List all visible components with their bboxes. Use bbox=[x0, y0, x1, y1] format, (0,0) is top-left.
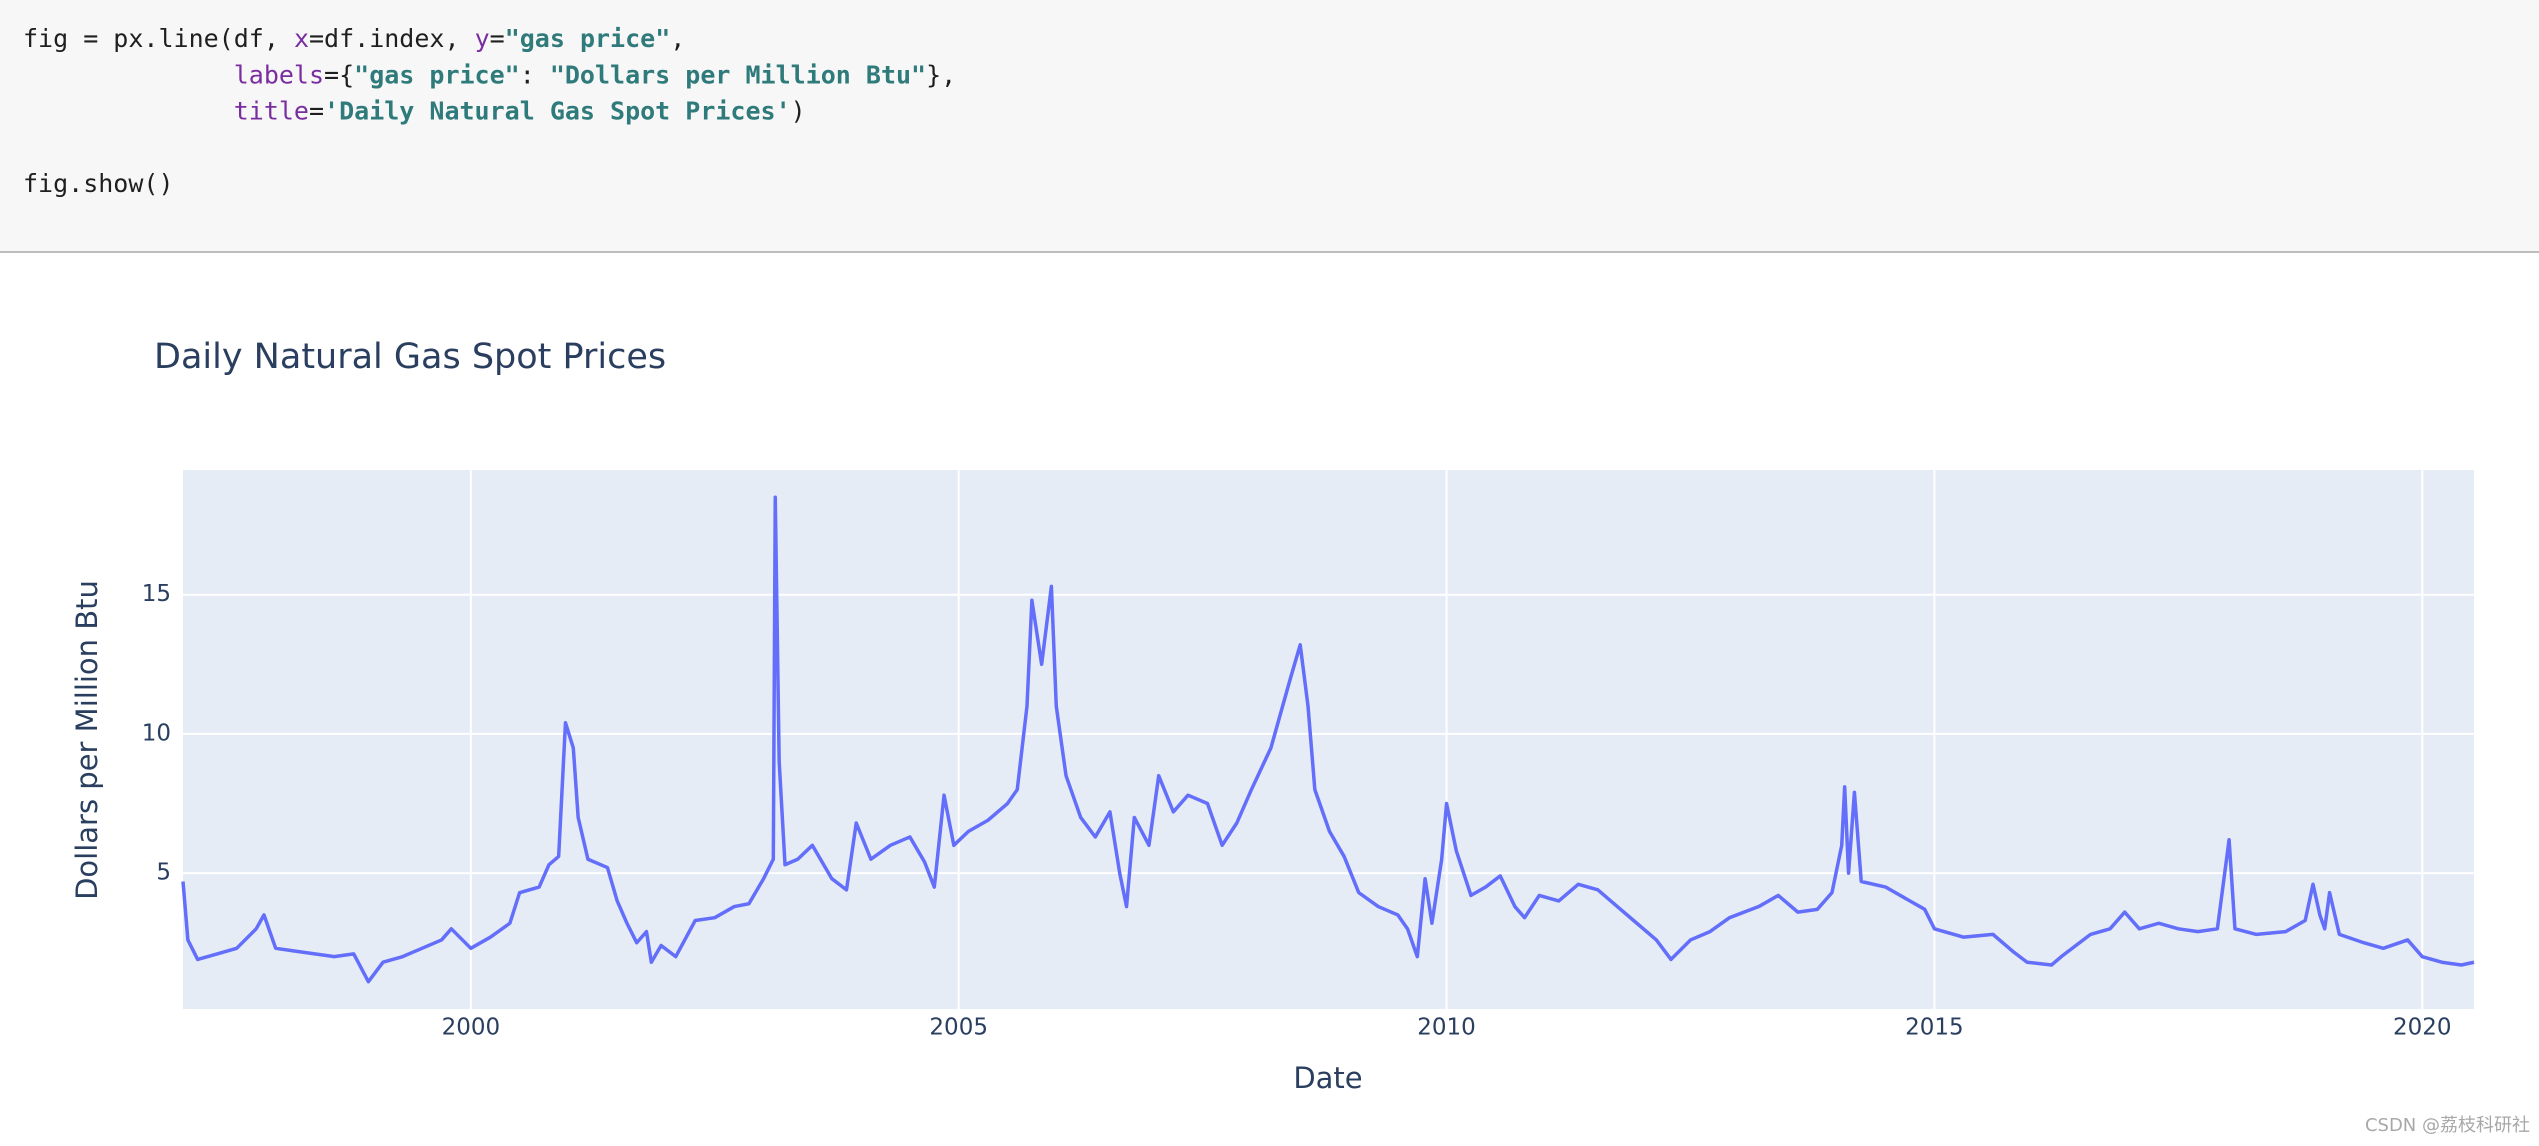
code-line: fig.show() bbox=[23, 169, 174, 198]
code-token: = bbox=[309, 97, 324, 126]
code-line: fig = px.line(df, x=df.index, y="gas pri… bbox=[23, 24, 685, 53]
code-token: title bbox=[23, 97, 309, 126]
x-tick-label: 2015 bbox=[1905, 1015, 1964, 1041]
x-tick-label: 2000 bbox=[442, 1015, 501, 1041]
code-token: "Dollars per Million Btu" bbox=[550, 60, 926, 89]
x-tick-label: 2010 bbox=[1417, 1015, 1476, 1041]
code-token: "gas price" bbox=[505, 24, 671, 53]
code-token: = bbox=[490, 24, 505, 53]
y-tick-label: 5 bbox=[156, 860, 171, 886]
code-token: labels bbox=[23, 60, 324, 89]
price-line bbox=[181, 495, 2475, 984]
code-token: y bbox=[475, 24, 490, 53]
code-token: 'Daily Natural Gas Spot Prices' bbox=[324, 97, 791, 126]
watermark: CSDN @荔枝科研社 bbox=[2365, 1115, 2530, 1136]
y-tick-label: 15 bbox=[142, 581, 171, 607]
y-tick-label: 10 bbox=[142, 720, 171, 746]
code-token: "gas price" bbox=[354, 60, 520, 89]
code-token: , bbox=[670, 24, 685, 53]
code-token: fig.show() bbox=[23, 169, 174, 198]
code-line: labels={"gas price": "Dollars per Millio… bbox=[23, 60, 956, 89]
code-token: x bbox=[294, 24, 309, 53]
x-tick-label: 2005 bbox=[929, 1015, 988, 1041]
code-cell bbox=[0, 0, 2539, 252]
code-token: ={ bbox=[324, 60, 354, 89]
marks bbox=[181, 495, 2475, 984]
code-token: =df.index, bbox=[309, 24, 475, 53]
plot-area bbox=[183, 470, 2474, 1009]
code-token: : bbox=[520, 60, 550, 89]
chart-title: Daily Natural Gas Spot Prices bbox=[154, 337, 666, 377]
x-tick-label: 2020 bbox=[2393, 1015, 2452, 1041]
code-line: title='Daily Natural Gas Spot Prices') bbox=[23, 97, 806, 126]
x-axis-label: Date bbox=[1293, 1061, 1362, 1095]
code-token: ) bbox=[791, 97, 806, 126]
code-token: fig = px.line(df, bbox=[23, 24, 294, 53]
y-axis-label: Dollars per Million Btu bbox=[70, 580, 104, 900]
code-block: fig = px.line(df, x=df.index, y="gas pri… bbox=[23, 24, 956, 198]
code-token: }, bbox=[926, 60, 956, 89]
